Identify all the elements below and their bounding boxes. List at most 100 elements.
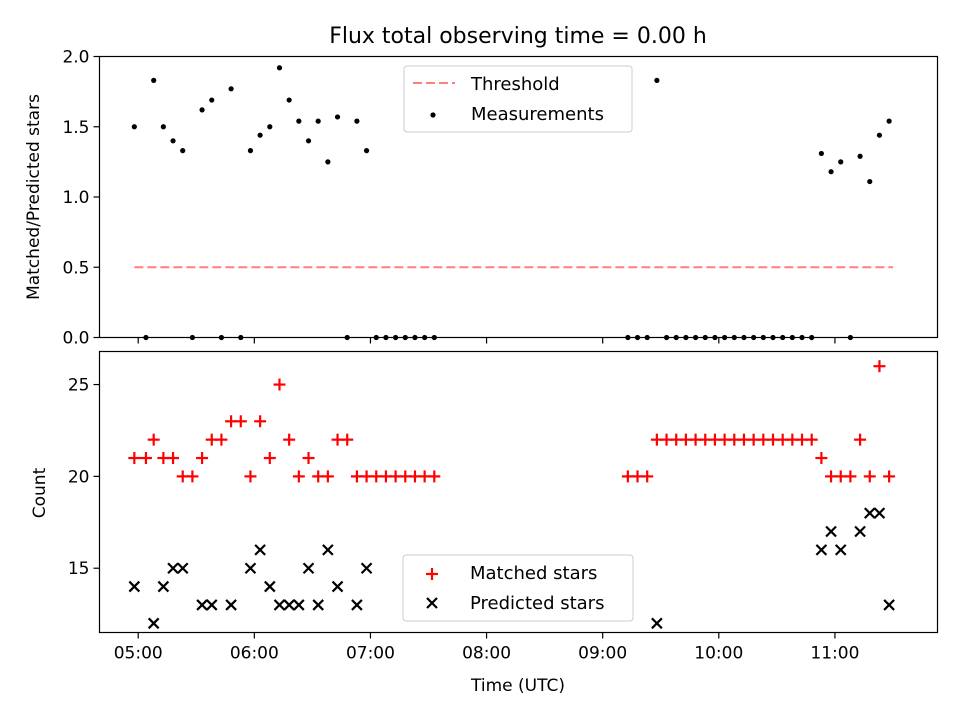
bottom-legend: Matched stars Predicted stars (402, 554, 634, 622)
predicted-star-point (331, 580, 344, 593)
measurement-point (654, 77, 660, 83)
bottom-axes-frame (98, 350, 939, 634)
predicted-star-point (825, 525, 837, 538)
predicted-star-d2 (873, 507, 886, 519)
measurement-point (247, 148, 254, 154)
top-y-tick-label: 2.0 (62, 48, 89, 68)
predicted-star-d2 (312, 599, 324, 611)
matched-star-point (147, 433, 160, 446)
predicted-star-point (167, 562, 179, 574)
predicted-star-point (322, 544, 334, 556)
predicted-star-point (651, 617, 663, 630)
matched-star-point (128, 452, 141, 465)
matched-star-point (215, 433, 228, 446)
bottom-y-axis-label: Count (30, 467, 50, 518)
bottom-y-tick-label: 20 (68, 467, 90, 487)
measurement-point (325, 159, 331, 165)
predicted-star-point (254, 544, 266, 556)
matched-stars-legend-label: Matched stars (470, 563, 597, 584)
measurement-point (170, 138, 176, 144)
matched-star-point (234, 415, 247, 428)
predicted-star-d2 (147, 617, 160, 630)
matched-star-point (854, 433, 867, 446)
x-tick-label: 08:00 (462, 644, 511, 664)
matched-star-point (321, 470, 334, 483)
measurement-point (160, 124, 166, 130)
top-y-ticks: 0.0 0.5 1.0 1.5 2.0 (62, 48, 100, 349)
predicted-star-d2 (293, 599, 305, 611)
predicted-star-d2 (244, 562, 257, 574)
bottom-legend-box (402, 554, 634, 622)
measurements-legend-marker (430, 112, 436, 118)
predicted-star-point (815, 544, 828, 556)
predicted-star-point (157, 580, 170, 593)
matched-star-point (263, 452, 276, 465)
predicted-star-d2 (176, 562, 189, 574)
x-tick-label: 06:00 (230, 644, 279, 664)
matched-star-point (844, 470, 857, 483)
predicted-star-d2 (360, 562, 373, 574)
measurement-point (296, 118, 302, 124)
measurement-point (199, 107, 205, 113)
predicted-star-d2 (351, 599, 363, 611)
predicted-star-d2 (863, 507, 876, 519)
matched-star-point (641, 470, 654, 483)
figure-title: Flux total observing time = 0.00 h (329, 24, 707, 49)
matched-star-point (428, 470, 441, 483)
measurement-point (838, 159, 844, 165)
predicted-star-d2 (331, 580, 344, 593)
top-legend-box (403, 65, 633, 133)
measurements-legend-label: Measurements (471, 104, 604, 125)
predicted-star-d2 (283, 599, 295, 611)
predicted-star-d2 (264, 580, 276, 593)
matched-star-point (254, 415, 267, 428)
predicted-star-point (176, 562, 189, 574)
predicted-star-d2 (815, 544, 828, 556)
measurement-point (305, 138, 312, 144)
measurement-point (828, 169, 834, 175)
x-tick-label: 10:00 (694, 644, 743, 664)
predicted-star-d2 (225, 599, 237, 611)
predicted-star-d2 (196, 599, 208, 611)
x-axis-label: Time (UTC) (470, 676, 565, 696)
matched-star-point (815, 452, 828, 465)
predicted-star-point (225, 599, 237, 611)
predicted-star-point (273, 599, 286, 611)
measurement-point (267, 124, 273, 130)
predicted-star-d2 (834, 544, 847, 556)
predicted-stars-legend-marker (426, 597, 438, 609)
predicted-star-d2 (825, 525, 837, 538)
predicted-star-d2 (651, 617, 663, 630)
measurement-point (228, 86, 234, 92)
matched-star-point (283, 433, 296, 446)
predicted-star-d2 (205, 599, 218, 611)
predicted-star-point (312, 599, 324, 611)
top-y-tick-label: 1.5 (62, 118, 89, 138)
x-tick-label: 05:00 (114, 644, 163, 664)
top-x-ticks (137, 337, 836, 344)
predicted-star-point (873, 507, 886, 519)
matched-star-point (244, 470, 257, 483)
matched-star-point (873, 360, 886, 373)
matched-star-point (167, 452, 180, 465)
matched-star-point (805, 433, 818, 446)
predicted-star-point (360, 562, 373, 574)
top-y-tick-label: 0.5 (62, 258, 89, 278)
measurement-point (209, 97, 215, 103)
bottom-y-ticks: 15 20 25 (68, 376, 100, 579)
predicted-star-point (883, 599, 895, 611)
predicted-star-point (128, 580, 141, 593)
measurement-point (354, 118, 360, 124)
predicted-star-point (196, 599, 208, 611)
matched-star-point (302, 452, 315, 465)
matched-stars-legend-marker (426, 568, 438, 580)
x-tick-label: 07:00 (346, 644, 395, 664)
measurement-point (334, 114, 341, 120)
matched-star-point (139, 452, 152, 465)
measurement-point (886, 118, 892, 124)
predicted-star-d2 (273, 599, 286, 611)
matched-star-point (186, 470, 199, 483)
predicted-star-d2 (167, 562, 179, 574)
predicted-star-d2 (157, 580, 170, 593)
